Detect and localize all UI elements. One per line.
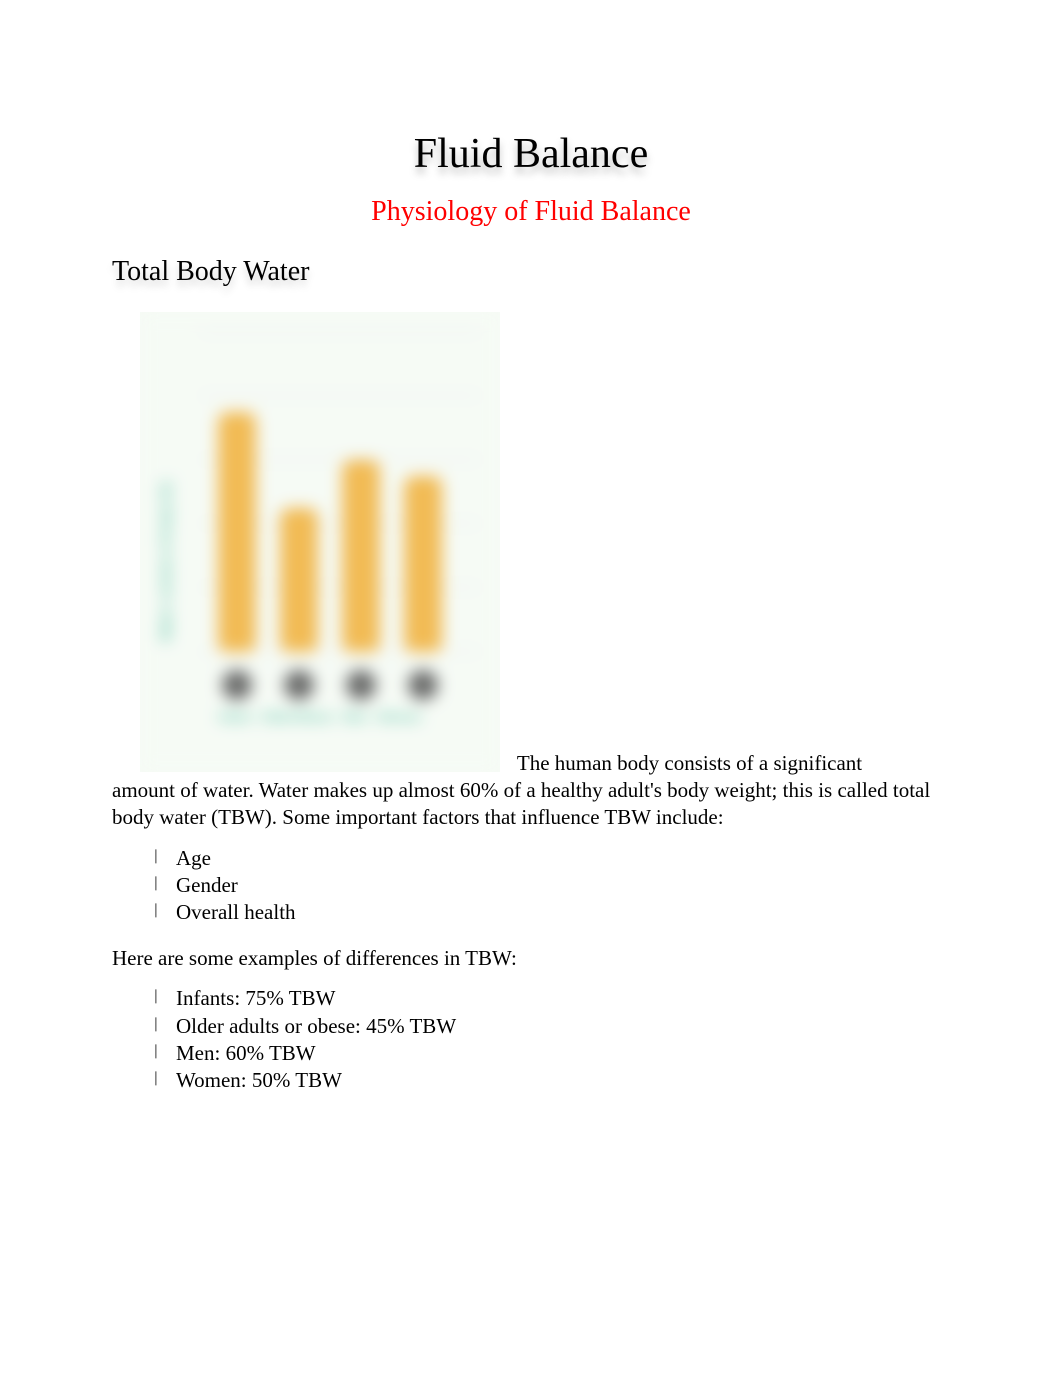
page-title: Fluid Balance <box>112 130 950 178</box>
intro-rest: amount of water. Water makes up almost 6… <box>112 778 930 829</box>
tbw-example-item: Men: 60% TBW <box>150 1040 950 1067</box>
factors-list: AgeGenderOverall health <box>112 845 950 927</box>
chart-bar <box>404 476 442 652</box>
intro-lead: The human body consists of a significant <box>517 751 862 775</box>
tbw-examples-list: Infants: 75% TBWOlder adults or obese: 4… <box>112 985 950 1094</box>
chart-canvas: Water content of body (%) Infant · Older… <box>140 312 500 772</box>
category-icon <box>222 670 252 700</box>
chart-x-axis-caption: Infant · Older/Obese · Men · Women <box>140 710 500 724</box>
factor-item: Age <box>150 845 950 872</box>
category-icon <box>408 670 438 700</box>
body-text: The human body consists of a significant… <box>112 750 950 1095</box>
chart-bar <box>280 508 318 652</box>
tbw-example-item: Older adults or obese: 45% TBW <box>150 1013 950 1040</box>
factor-item: Gender <box>150 872 950 899</box>
chart-bar <box>218 412 256 652</box>
tbw-example-item: Infants: 75% TBW <box>150 985 950 1012</box>
factor-item: Overall health <box>150 899 950 926</box>
tbw-bar-chart: Water content of body (%) Infant · Older… <box>140 312 950 772</box>
section-heading: Total Body Water <box>112 256 950 288</box>
category-icon <box>284 670 314 700</box>
chart-plot-area <box>200 332 480 652</box>
page-subtitle: Physiology of Fluid Balance <box>112 196 950 228</box>
chart-y-axis-label: Water content of body (%) <box>158 481 173 642</box>
chart-gridline <box>200 331 480 332</box>
chart-gridline <box>200 395 480 396</box>
tbw-example-item: Women: 50% TBW <box>150 1067 950 1094</box>
examples-intro: Here are some examples of differences in… <box>112 945 950 972</box>
category-icon <box>346 670 376 700</box>
document-page: Fluid Balance Physiology of Fluid Balanc… <box>0 0 1062 1095</box>
chart-bar <box>342 460 380 652</box>
chart-category-icons <box>200 670 480 700</box>
